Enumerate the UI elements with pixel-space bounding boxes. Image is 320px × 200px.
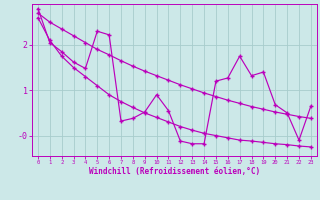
X-axis label: Windchill (Refroidissement éolien,°C): Windchill (Refroidissement éolien,°C) [89, 167, 260, 176]
